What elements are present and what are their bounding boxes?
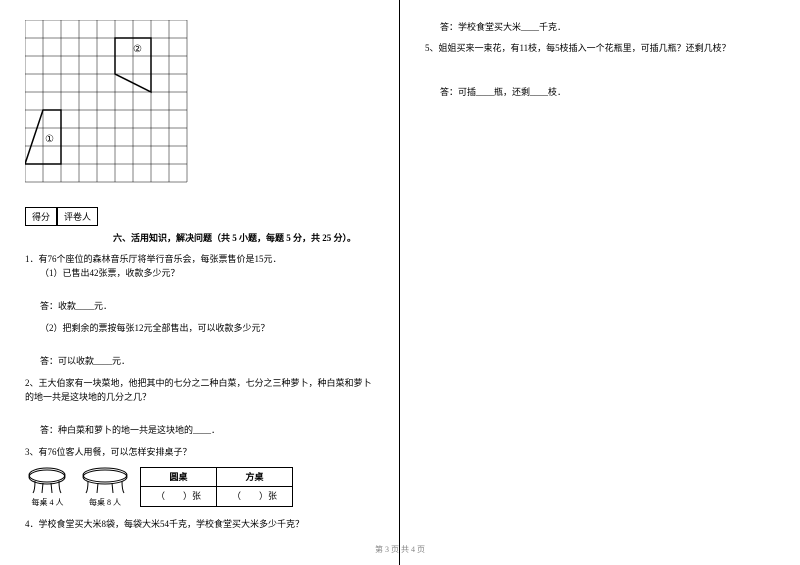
q5-text: 5、姐姐买来一束花，有11枝，每5枝插入一个花瓶里，可插几瓶？还剩几枝？ [425,41,775,55]
q1-sub2: （2）把剩余的票按每张12元全部售出，可以收款多少元？ [40,321,374,335]
shape-1-label: ① [45,134,54,145]
grader-label: 评卷人 [57,207,98,226]
question-3: 3、有76位客人用餐，可以怎样安排桌子？ 每桌 4 人 每桌 8 人 [25,445,374,509]
grid-svg: ② ① [25,20,190,185]
question-5: 5、姐姐买来一束花，有11枝，每5枝插入一个花瓶里，可插几瓶？还剩几枝？ 答：可… [425,41,775,100]
q2-text: 2、王大伯家有一块菜地，他把其中的七分之二种白菜，七分之三种萝卜，种白菜和萝卜的… [25,376,374,405]
table-c1: （ ）张 [141,487,217,506]
right-column: 答：学校食堂买大米____千克． 5、姐姐买来一束花，有11枝，每5枝插入一个花… [400,0,800,565]
round-table-icon: 每桌 4 人 [25,465,70,510]
square-table-label: 每桌 8 人 [80,497,130,510]
square-table-icon: 每桌 8 人 [80,465,130,510]
q4-text: 4．学校食堂买大米8袋，每袋大米54千克，学校食堂买大米多少千克？ [25,517,374,531]
q3-text: 3、有76位客人用餐，可以怎样安排桌子？ [25,445,374,459]
table-c2: （ ）张 [217,487,293,506]
left-column: ② ① 得分 评卷人 六、活用知识，解决问题（共 5 小题，每题 5 分，共 2… [0,0,400,565]
table-arrangement: 圆桌 方桌 （ ）张 （ ）张 [140,467,293,507]
grid-lines [25,20,187,182]
section-6-title: 六、活用知识，解决问题（共 5 小题，每题 5 分，共 25 分）。 [95,231,374,244]
page-footer: 第 3 页 共 4 页 [375,544,425,555]
q4-ans: 答：学校食堂买大米____千克． [440,20,775,33]
q1-ans2: 答：可以收款____元． [40,354,374,368]
score-label: 得分 [25,207,57,226]
q1-text: 1．有76个座位的森林音乐厅将举行音乐会，每张票售价是15元． [25,252,374,266]
round-table-label: 每桌 4 人 [25,497,70,510]
question-1: 1．有76个座位的森林音乐厅将举行音乐会，每张票售价是15元． （1）已售出42… [25,252,374,368]
table-icons-row: 每桌 4 人 每桌 8 人 圆桌 方桌 （ ）张 （ ）张 [25,465,374,510]
question-4: 4．学校食堂买大米8袋，每袋大米54千克，学校食堂买大米多少千克？ [25,517,374,531]
table-h1: 圆桌 [141,468,217,487]
q5-ans: 答：可插____瓶，还剩____枝． [440,85,775,99]
q2-ans: 答：种白菜和萝卜的地一共是这块地的____． [40,423,374,437]
q1-sub1: （1）已售出42张票，收款多少元？ [40,266,374,280]
grid-figure: ② ① [25,20,374,187]
shape-2-label: ② [133,44,142,55]
question-2: 2、王大伯家有一块菜地，他把其中的七分之二种白菜，七分之三种萝卜，种白菜和萝卜的… [25,376,374,437]
q1-ans1: 答：收款____元． [40,299,374,313]
score-box: 得分 评卷人 [25,207,374,226]
table-h2: 方桌 [217,468,293,487]
